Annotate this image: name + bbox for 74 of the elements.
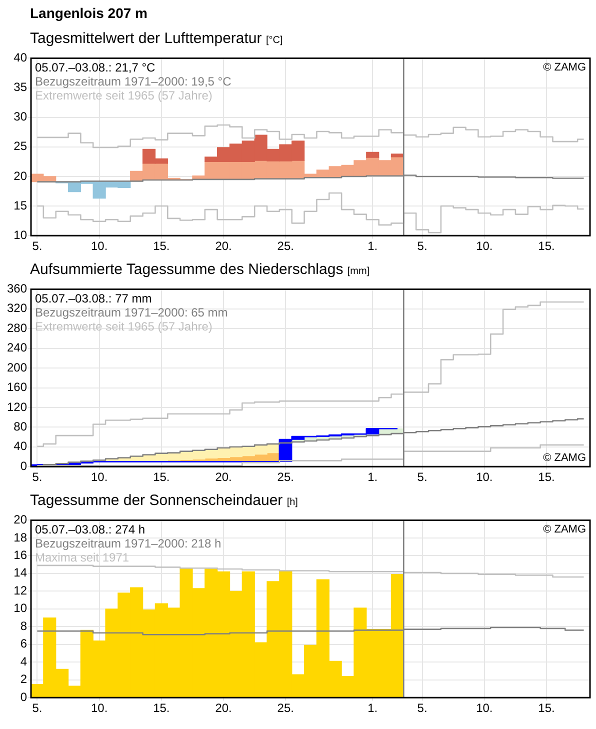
y-tick-label: 240 bbox=[6, 340, 28, 355]
y-tick-label: 30 bbox=[14, 110, 28, 124]
y-tick-label: 360 bbox=[6, 282, 28, 296]
x-tick-label: 25. bbox=[277, 470, 294, 484]
y-tick-label: 200 bbox=[6, 360, 28, 374]
y-tick-label: 0 bbox=[20, 458, 28, 473]
x-tick-label: 5. bbox=[417, 239, 428, 254]
x-tick-label: 25. bbox=[277, 701, 294, 716]
x-tick-label: 5. bbox=[32, 701, 42, 716]
y-tick-label: 35 bbox=[14, 80, 28, 94]
text: Bezugszeitraum 1971–2000: 19,5 °C bbox=[35, 74, 232, 89]
x-tick-label: 15. bbox=[538, 239, 555, 254]
y-tick-label: 160 bbox=[6, 380, 28, 394]
x-tick-label: 15. bbox=[153, 239, 170, 254]
y-tick-label: 120 bbox=[6, 400, 28, 414]
annotation: 05.07.–03.08.: 21,7 °C bbox=[35, 60, 156, 75]
chart-title: Aufsummierte Tagessumme des Niederschlags bbox=[30, 261, 344, 278]
x-tick-label: 15. bbox=[538, 701, 555, 716]
y-axis-title: [mm] bbox=[347, 266, 370, 277]
y-tick-label: 18 bbox=[14, 530, 28, 544]
chart-subtitle: Tagesmittelwert der Lufttemperatur bbox=[30, 30, 262, 47]
series-label: Extremwerte seit 1965 (57 Jahre) bbox=[35, 88, 212, 103]
annotation: 05.07.–03.08.: 274 h bbox=[35, 522, 146, 537]
y-tick-label: 80 bbox=[14, 419, 28, 434]
y-tick-label: 0 bbox=[20, 690, 28, 704]
y-tick-label: 40 bbox=[14, 50, 28, 65]
x-tick-label: 1. bbox=[368, 239, 378, 254]
series-label: Maxima seit 1971 bbox=[35, 550, 130, 565]
y-tick-label: 12 bbox=[14, 583, 28, 598]
y-tick-label: 8 bbox=[20, 618, 28, 633]
y-tick-label: 320 bbox=[6, 301, 28, 316]
y-tick-label: 4 bbox=[20, 654, 28, 668]
y-axis-title: [h] bbox=[286, 497, 298, 508]
y-tick-label: 15 bbox=[14, 198, 28, 212]
x-tick-label: 10. bbox=[90, 239, 108, 254]
y-axis-title: [°C] bbox=[266, 35, 283, 46]
x-tick-label: 10. bbox=[476, 239, 493, 254]
text: Bezugszeitraum 1971–2000: 65 mm bbox=[35, 306, 228, 320]
y-tick-label: 20 bbox=[14, 168, 28, 183]
x-tick-label: 1. bbox=[368, 701, 378, 716]
chart-title: Tagessumme der Sonnenscheindauer bbox=[30, 492, 283, 509]
x-tick-label: 15. bbox=[153, 470, 170, 484]
text: Extremwerte seit 1965 (57 Jahre) bbox=[35, 320, 212, 334]
x-tick-label: 5. bbox=[417, 470, 428, 484]
x-tick-label: 15. bbox=[538, 470, 555, 484]
annotation: © ZAMG bbox=[543, 524, 586, 536]
x-tick-label: 10. bbox=[476, 470, 493, 484]
x-tick-label: 5. bbox=[32, 239, 42, 254]
x-tick-label: 20. bbox=[215, 239, 232, 254]
chart-title: Langenlois 207 m bbox=[29, 4, 148, 23]
y-tick-label: 6 bbox=[20, 636, 28, 651]
x-tick-label: 15. bbox=[153, 701, 170, 716]
y-tick-label: 25 bbox=[14, 139, 28, 154]
x-tick-label: 20. bbox=[215, 470, 232, 484]
x-tick-label: 10. bbox=[476, 701, 493, 716]
annotation: © ZAMG bbox=[543, 62, 586, 74]
annotation: 05.07.–03.08.: 77 mm bbox=[35, 292, 152, 306]
x-tick-label: 1. bbox=[368, 470, 378, 484]
y-tick-label: 280 bbox=[6, 320, 28, 335]
x-tick-label: 5. bbox=[32, 470, 42, 484]
annotation: © ZAMG bbox=[543, 452, 586, 464]
x-tick-label: 10. bbox=[90, 701, 108, 716]
x-tick-label: 20. bbox=[215, 701, 232, 716]
y-tick-label: 16 bbox=[14, 548, 28, 562]
y-tick-label: 2 bbox=[20, 672, 28, 686]
y-tick-label: 14 bbox=[14, 566, 28, 580]
y-tick-label: 10 bbox=[14, 601, 28, 616]
y-tick-label: 20 bbox=[14, 512, 28, 527]
x-tick-label: 10. bbox=[90, 470, 108, 484]
y-tick-label: 10 bbox=[14, 228, 28, 242]
x-tick-label: 25. bbox=[277, 239, 294, 254]
y-tick-label: 40 bbox=[14, 439, 28, 454]
text: Bezugszeitraum 1971–2000: 218 h bbox=[35, 536, 222, 551]
x-tick-label: 5. bbox=[417, 701, 428, 716]
